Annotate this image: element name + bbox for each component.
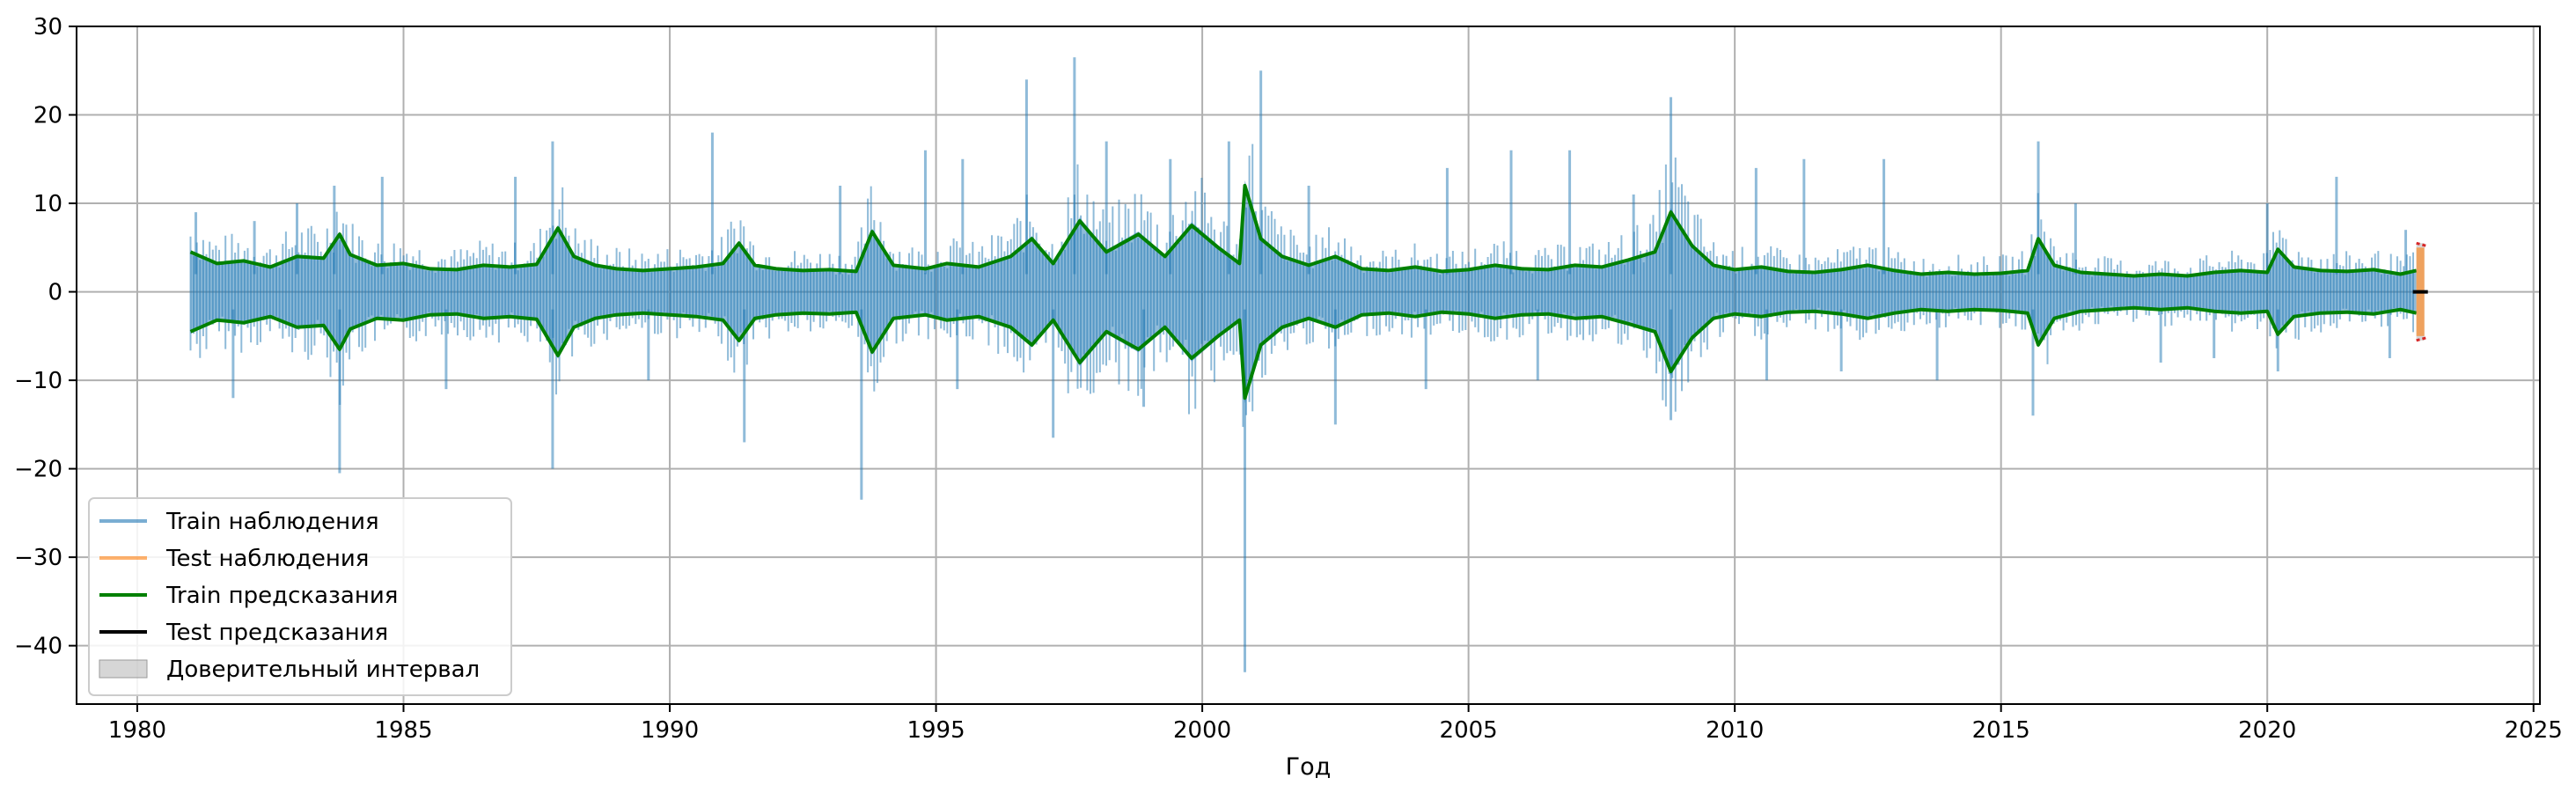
x-axis-label: Год xyxy=(1286,753,1332,781)
plot-frame xyxy=(76,26,2541,705)
train-observations-noise xyxy=(189,143,2414,428)
prediction-lines xyxy=(189,183,2418,400)
legend-label-test-predictions: Test предсказания xyxy=(165,620,388,646)
y-tick-label: 30 xyxy=(33,14,62,40)
x-tick-label: 1995 xyxy=(906,717,965,744)
x-tick-label: 2015 xyxy=(1972,717,2030,744)
x-tick-label: 2000 xyxy=(1173,717,1231,744)
y-tick-label: 20 xyxy=(33,103,62,129)
y-tick-label: −20 xyxy=(14,457,62,483)
test-interval-upper xyxy=(2416,241,2427,247)
observation-spikes xyxy=(194,57,2408,672)
train-predictions-lower xyxy=(189,305,2418,400)
x-tick-label: 2010 xyxy=(1706,717,1764,744)
x-tick-label: 2005 xyxy=(1440,717,1498,744)
x-tick-label: 1985 xyxy=(374,717,432,744)
y-tick-label: 0 xyxy=(48,280,62,306)
train-predictions-upper xyxy=(189,183,2418,278)
legend-swatch-confidence-interval xyxy=(99,659,148,679)
y-axis-ticks: 30 20 10 0 −10 −20 −30 −40 xyxy=(14,14,77,660)
x-tick-label: 1990 xyxy=(641,717,699,744)
test-interval-lower xyxy=(2416,336,2427,342)
x-tick-label: 1980 xyxy=(108,717,166,744)
x-tick-label: 2025 xyxy=(2505,717,2563,744)
y-tick-label: −40 xyxy=(14,634,62,660)
y-tick-label: −10 xyxy=(14,368,62,394)
y-tick-label: −30 xyxy=(14,545,62,571)
x-axis-ticks: 1980 1985 1990 1995 2000 2005 2010 2015 2020 2025 xyxy=(108,704,2563,744)
legend-label-confidence-interval: Доверительный интервал xyxy=(166,657,480,683)
legend-box xyxy=(88,497,512,696)
legend-label-test-observations: Test наблюдения xyxy=(165,546,369,572)
legend: Train наблюдения Test наблюдения Train п… xyxy=(88,497,512,696)
legend-label-train-predictions: Train предсказания xyxy=(165,583,398,609)
test-region xyxy=(2412,241,2428,342)
legend-label-train-observations: Train наблюдения xyxy=(165,509,379,535)
x-tick-label: 2020 xyxy=(2238,717,2296,744)
observation-band xyxy=(189,143,2417,428)
y-tick-label: 10 xyxy=(33,191,62,217)
